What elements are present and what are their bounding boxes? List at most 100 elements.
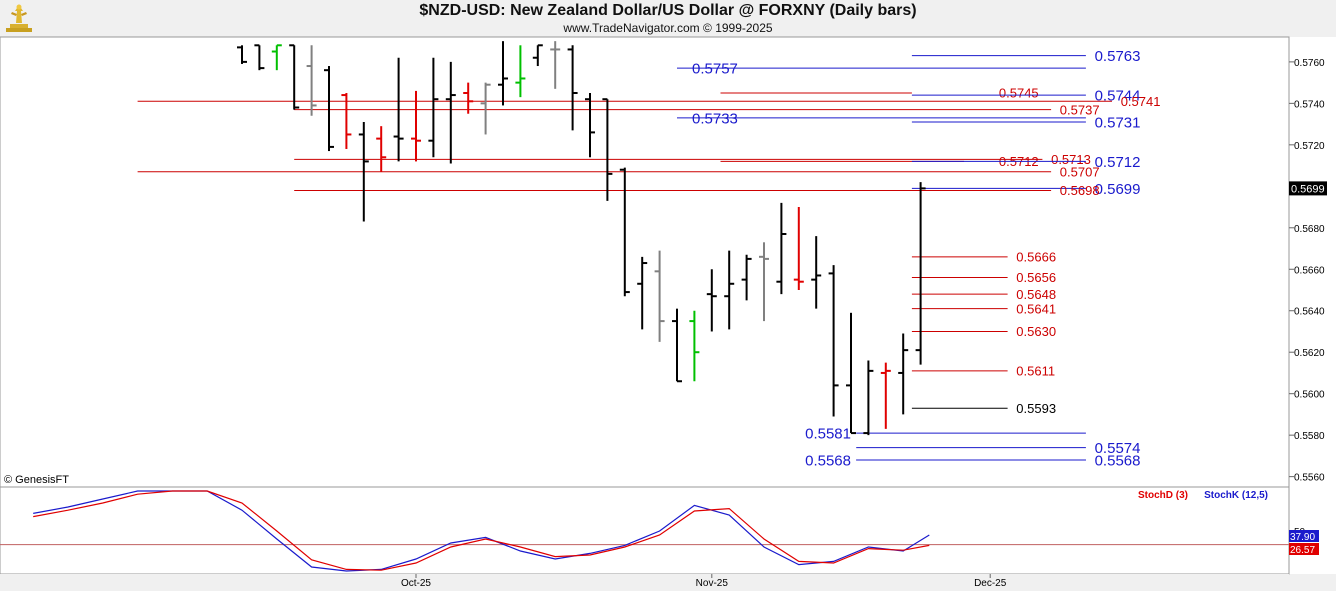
stochastic-panel: 50 StochD (3) StochK (12,5) 37.90 26.57 — [0, 486, 1336, 575]
level-label-14: 0.5666 — [1016, 249, 1056, 264]
time-tick-label-2: Dec-25 — [974, 578, 1007, 589]
level-label-2: 0.5745 — [999, 86, 1039, 101]
ohlc-bar-7 — [358, 122, 369, 222]
level-label-19: 0.5611 — [1016, 364, 1055, 379]
ohlc-bar-23 — [637, 256, 648, 330]
level-label-8: 0.5713 — [1051, 152, 1091, 167]
price-tick-label-4: 0.5680 — [1294, 224, 1325, 235]
ohlc-bar-6 — [341, 92, 352, 149]
ohlc-bar-34 — [828, 265, 839, 417]
time-tick-label-0: Oct-25 — [401, 578, 431, 589]
level-label-21: 0.5581 — [805, 425, 851, 442]
level-label-20: 0.5593 — [1016, 401, 1056, 416]
ohlc-bar-9 — [393, 57, 404, 162]
ohlc-bar-13 — [463, 82, 474, 114]
ohlc-bar-17 — [532, 44, 543, 67]
ohlc-bar-36 — [863, 360, 874, 436]
time-axis-labels: Oct-25 Nov-25 Dec-25 — [401, 574, 1007, 589]
ohlc-bar-35 — [846, 312, 856, 435]
stoch-k-value: 37.90 — [1290, 532, 1315, 543]
ohlc-bar-32 — [793, 207, 804, 290]
last-price-label: 0.5699 — [1291, 183, 1325, 195]
ohlc-bar-10 — [411, 90, 421, 162]
ohlc-bar-4 — [306, 45, 317, 116]
price-axis — [1289, 37, 1336, 487]
ohlc-bar-31 — [776, 202, 787, 295]
ohlc-bar-26 — [689, 310, 700, 382]
level-label-15: 0.5656 — [1016, 270, 1056, 285]
ohlc-bar-37 — [880, 362, 891, 429]
legend-stoch-k: StochK (12,5) — [1204, 490, 1268, 501]
ohlc-bar-24 — [654, 250, 665, 342]
ohlc-bar-28 — [724, 250, 735, 330]
ohlc-bar-38 — [898, 333, 909, 415]
chart-subtitle: www.TradeNavigator.com © 1999-2025 — [563, 21, 773, 35]
ohlc-bar-27 — [706, 269, 717, 332]
level-label-10: 0.5712 — [1095, 154, 1141, 171]
ohlc-bars — [237, 41, 926, 436]
level-label-16: 0.5648 — [1016, 287, 1056, 302]
genesis-watermark: © GenesisFT — [4, 474, 69, 486]
last-price-box — [1289, 181, 1327, 196]
time-axis: Oct-25 Nov-25 Dec-25 — [0, 574, 1289, 591]
stoch-series-1 — [33, 490, 930, 571]
ohlc-bar-11 — [428, 57, 439, 158]
level-label-0: 0.5763 — [1095, 48, 1141, 65]
level-label-4: 0.5741 — [1121, 94, 1161, 109]
ohlc-bar-39 — [915, 182, 926, 365]
ohlc-bar-5 — [324, 66, 334, 152]
price-tick-label-10: 0.5560 — [1294, 473, 1325, 484]
last-price-tag: 0.5699 — [1289, 181, 1327, 196]
ohlc-bar-19 — [567, 45, 578, 131]
level-label-17: 0.5641 — [1016, 301, 1056, 316]
level-label-22: 0.5574 — [1095, 440, 1141, 457]
price-tick-label-2: 0.5720 — [1294, 141, 1325, 152]
ohlc-bar-14 — [480, 82, 491, 135]
gold-figure-logo-icon — [6, 4, 32, 32]
price-tick-label-9: 0.5580 — [1294, 431, 1325, 442]
level-label-5: 0.5737 — [1060, 102, 1100, 117]
legend-stoch-d: StochD (3) — [1138, 490, 1188, 501]
ohlc-bar-30 — [759, 242, 769, 322]
level-label-23: 0.5568 — [1095, 452, 1141, 469]
ohlc-bar-22 — [619, 167, 630, 297]
price-tick-label-5: 0.5660 — [1294, 265, 1325, 276]
chart-title: $NZD-USD: New Zealand Dollar/US Dollar @… — [419, 2, 917, 19]
price-tick-label-1: 0.5740 — [1294, 99, 1325, 110]
stoch-d-value-box — [1289, 543, 1319, 555]
price-tick-label-8: 0.5600 — [1294, 390, 1325, 401]
time-tick-label-1: Nov-25 — [696, 578, 729, 589]
stoch-k-value-box — [1289, 530, 1319, 542]
level-label-18: 0.5630 — [1016, 324, 1056, 339]
ohlc-bar-21 — [602, 98, 613, 201]
level-label-12: 0.5699 — [1095, 181, 1141, 198]
level-label-11: 0.5707 — [1060, 164, 1100, 179]
price-tick-label-7: 0.5620 — [1294, 348, 1325, 359]
price-tick-label-6: 0.5640 — [1294, 307, 1325, 318]
ohlc-bar-3 — [289, 44, 300, 110]
level-label-1: 0.5757 — [692, 61, 738, 78]
level-label-3: 0.5744 — [1095, 87, 1141, 104]
stochastic-lines — [0, 490, 1289, 572]
stochastic-plot-area — [0, 486, 1290, 575]
ohlc-bar-25 — [672, 308, 682, 383]
level-label-6: 0.5733 — [692, 110, 738, 127]
price-plot-area — [0, 36, 1290, 488]
level-label-24: 0.5568 — [805, 452, 851, 469]
ohlc-bar-0 — [237, 45, 247, 64]
ohlc-bar-8 — [376, 126, 387, 172]
ohlc-bar-29 — [741, 254, 752, 301]
price-tick-label-0: 0.5760 — [1294, 58, 1325, 69]
level-label-13: 0.5698 — [1060, 183, 1100, 198]
ohlc-bar-2 — [271, 44, 282, 71]
stoch-d-value: 26.57 — [1290, 545, 1315, 556]
level-label-7: 0.5731 — [1095, 114, 1141, 131]
ohlc-bar-12 — [445, 61, 456, 164]
ohlc-bar-1 — [254, 44, 265, 71]
ohlc-bar-20 — [585, 92, 595, 158]
ohlc-bar-16 — [515, 45, 526, 98]
ohlc-bar-18 — [550, 41, 561, 89]
